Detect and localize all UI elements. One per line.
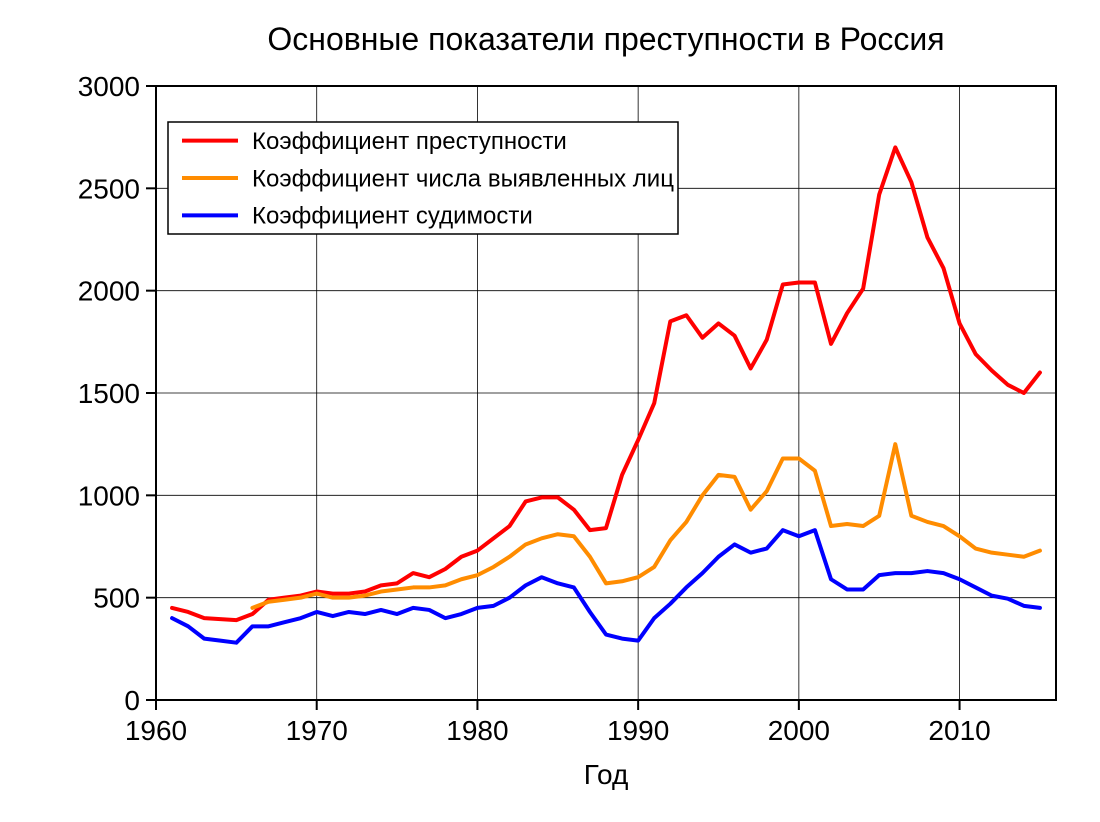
xtick-label: 2000 [768,715,830,746]
chart-container: 0 500 1000 1500 2000 2500 3000 1960 1970 1980 1990… [0,0,1100,822]
x-axis-label: Год [584,759,629,790]
legend-label-1: Коэффициент числа выявленных лиц [252,165,674,192]
xtick-label: 1960 [125,715,187,746]
ytick-label: 0 [124,685,140,716]
xtick-label: 1990 [607,715,669,746]
ytick-label: 1000 [78,480,140,511]
ytick-label: 3000 [78,71,140,102]
legend-label-0: Коэффициент преступности [252,128,567,155]
legend-label-2: Коэффициент судимости [252,203,533,230]
xtick-label: 2010 [928,715,990,746]
chart-svg: 0 500 1000 1500 2000 2500 3000 1960 1970 1980 1990… [0,0,1100,822]
ytick-label: 500 [93,583,140,614]
chart-title: Основные показатели преступности в Росси… [267,21,944,57]
xtick-label: 1970 [286,715,348,746]
xtick-label: 1980 [446,715,508,746]
ytick-label: 2000 [78,276,140,307]
ytick-label: 1500 [78,378,140,409]
ytick-label: 2500 [78,173,140,204]
